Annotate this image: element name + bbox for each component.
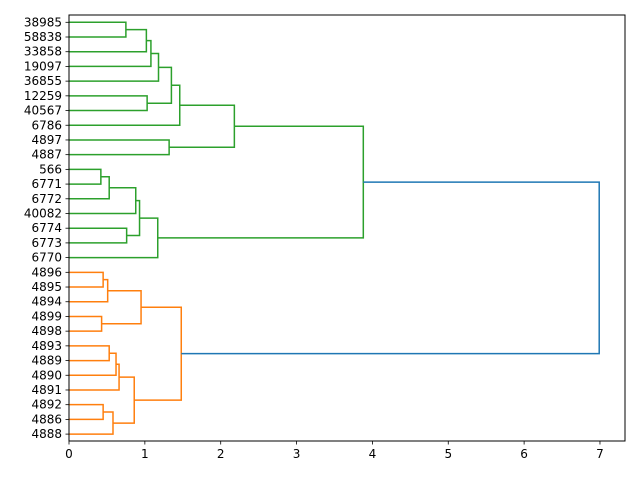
leaf-label: 6770 — [31, 251, 62, 265]
dendrogram-link — [169, 104, 236, 149]
dendrogram-link — [69, 84, 181, 126]
dendrogram-link — [69, 403, 104, 421]
x-tick-label: 5 — [444, 447, 452, 461]
leaf-label: 6773 — [31, 236, 62, 250]
x-tick-label: 2 — [217, 447, 225, 461]
dendrogram-link — [69, 168, 102, 185]
dendrogram-link — [69, 95, 148, 112]
dendrogram-link — [112, 376, 135, 424]
dendrogram-link — [69, 345, 110, 362]
x-tick-label: 7 — [596, 447, 604, 461]
leaf-label: 38985 — [24, 15, 62, 29]
dendrogram-link — [69, 227, 128, 244]
leaf-label: 4895 — [31, 280, 62, 294]
leaf-label: 19097 — [24, 59, 62, 73]
dendrogram-link — [147, 66, 173, 104]
leaf-label: 4887 — [31, 148, 62, 162]
dendrogram-link — [69, 39, 152, 68]
dendrogram-link — [69, 52, 160, 82]
leaf-label: 6771 — [31, 177, 62, 191]
dendrogram-link — [69, 28, 148, 53]
dendrogram-link — [101, 289, 142, 325]
dendrogram-link — [157, 125, 365, 239]
x-tick-label: 1 — [141, 447, 149, 461]
leaf-label: 36855 — [24, 74, 62, 88]
x-tick-label: 6 — [520, 447, 528, 461]
dendrogram-link — [69, 175, 110, 200]
dendrogram-link — [126, 199, 141, 237]
dendrogram-link — [69, 21, 127, 38]
leaf-label: 6774 — [31, 221, 62, 235]
leaf-label: 4893 — [31, 339, 62, 353]
leaf-label: 4899 — [31, 309, 62, 323]
dendrogram-link — [69, 278, 109, 303]
y-axis: 3898558838338581909736855122594056767864… — [24, 15, 69, 441]
dendrogram-link — [181, 181, 600, 355]
x-axis: 0 1 2 3 4 5 6 7 — [65, 441, 604, 461]
leaf-label: 6786 — [31, 118, 62, 132]
dendrogram-links — [69, 21, 600, 435]
leaf-label: 40567 — [24, 104, 62, 118]
leaf-label: 33858 — [24, 45, 62, 59]
x-tick-label: 4 — [369, 447, 377, 461]
leaf-label: 4896 — [31, 265, 62, 279]
leaf-label: 58838 — [24, 30, 62, 44]
dendrogram-link — [69, 187, 137, 215]
x-tick-label: 0 — [65, 447, 73, 461]
leaf-label: 4898 — [31, 324, 62, 338]
plot-frame — [68, 14, 626, 442]
leaf-label: 4894 — [31, 295, 62, 309]
leaf-label: 12259 — [24, 89, 62, 103]
leaf-label: 4889 — [31, 354, 62, 368]
leaf-label: 4890 — [31, 368, 62, 382]
dendrogram-link — [69, 363, 120, 391]
leaf-label: 4888 — [31, 427, 62, 441]
leaf-label: 4886 — [31, 412, 62, 426]
dendrogram-link — [69, 411, 114, 435]
leaf-label: 40082 — [24, 206, 62, 220]
dendrogram-link — [69, 217, 159, 259]
dendrogram-link — [69, 139, 170, 156]
x-tick-label: 3 — [293, 447, 301, 461]
leaf-label: 6772 — [31, 192, 62, 206]
leaf-label: 4892 — [31, 398, 62, 412]
leaf-label: 566 — [39, 162, 62, 176]
leaf-label: 4891 — [31, 383, 62, 397]
dendrogram-link — [69, 271, 104, 288]
dendrogram-link — [69, 315, 103, 332]
leaf-label: 4897 — [31, 133, 62, 147]
